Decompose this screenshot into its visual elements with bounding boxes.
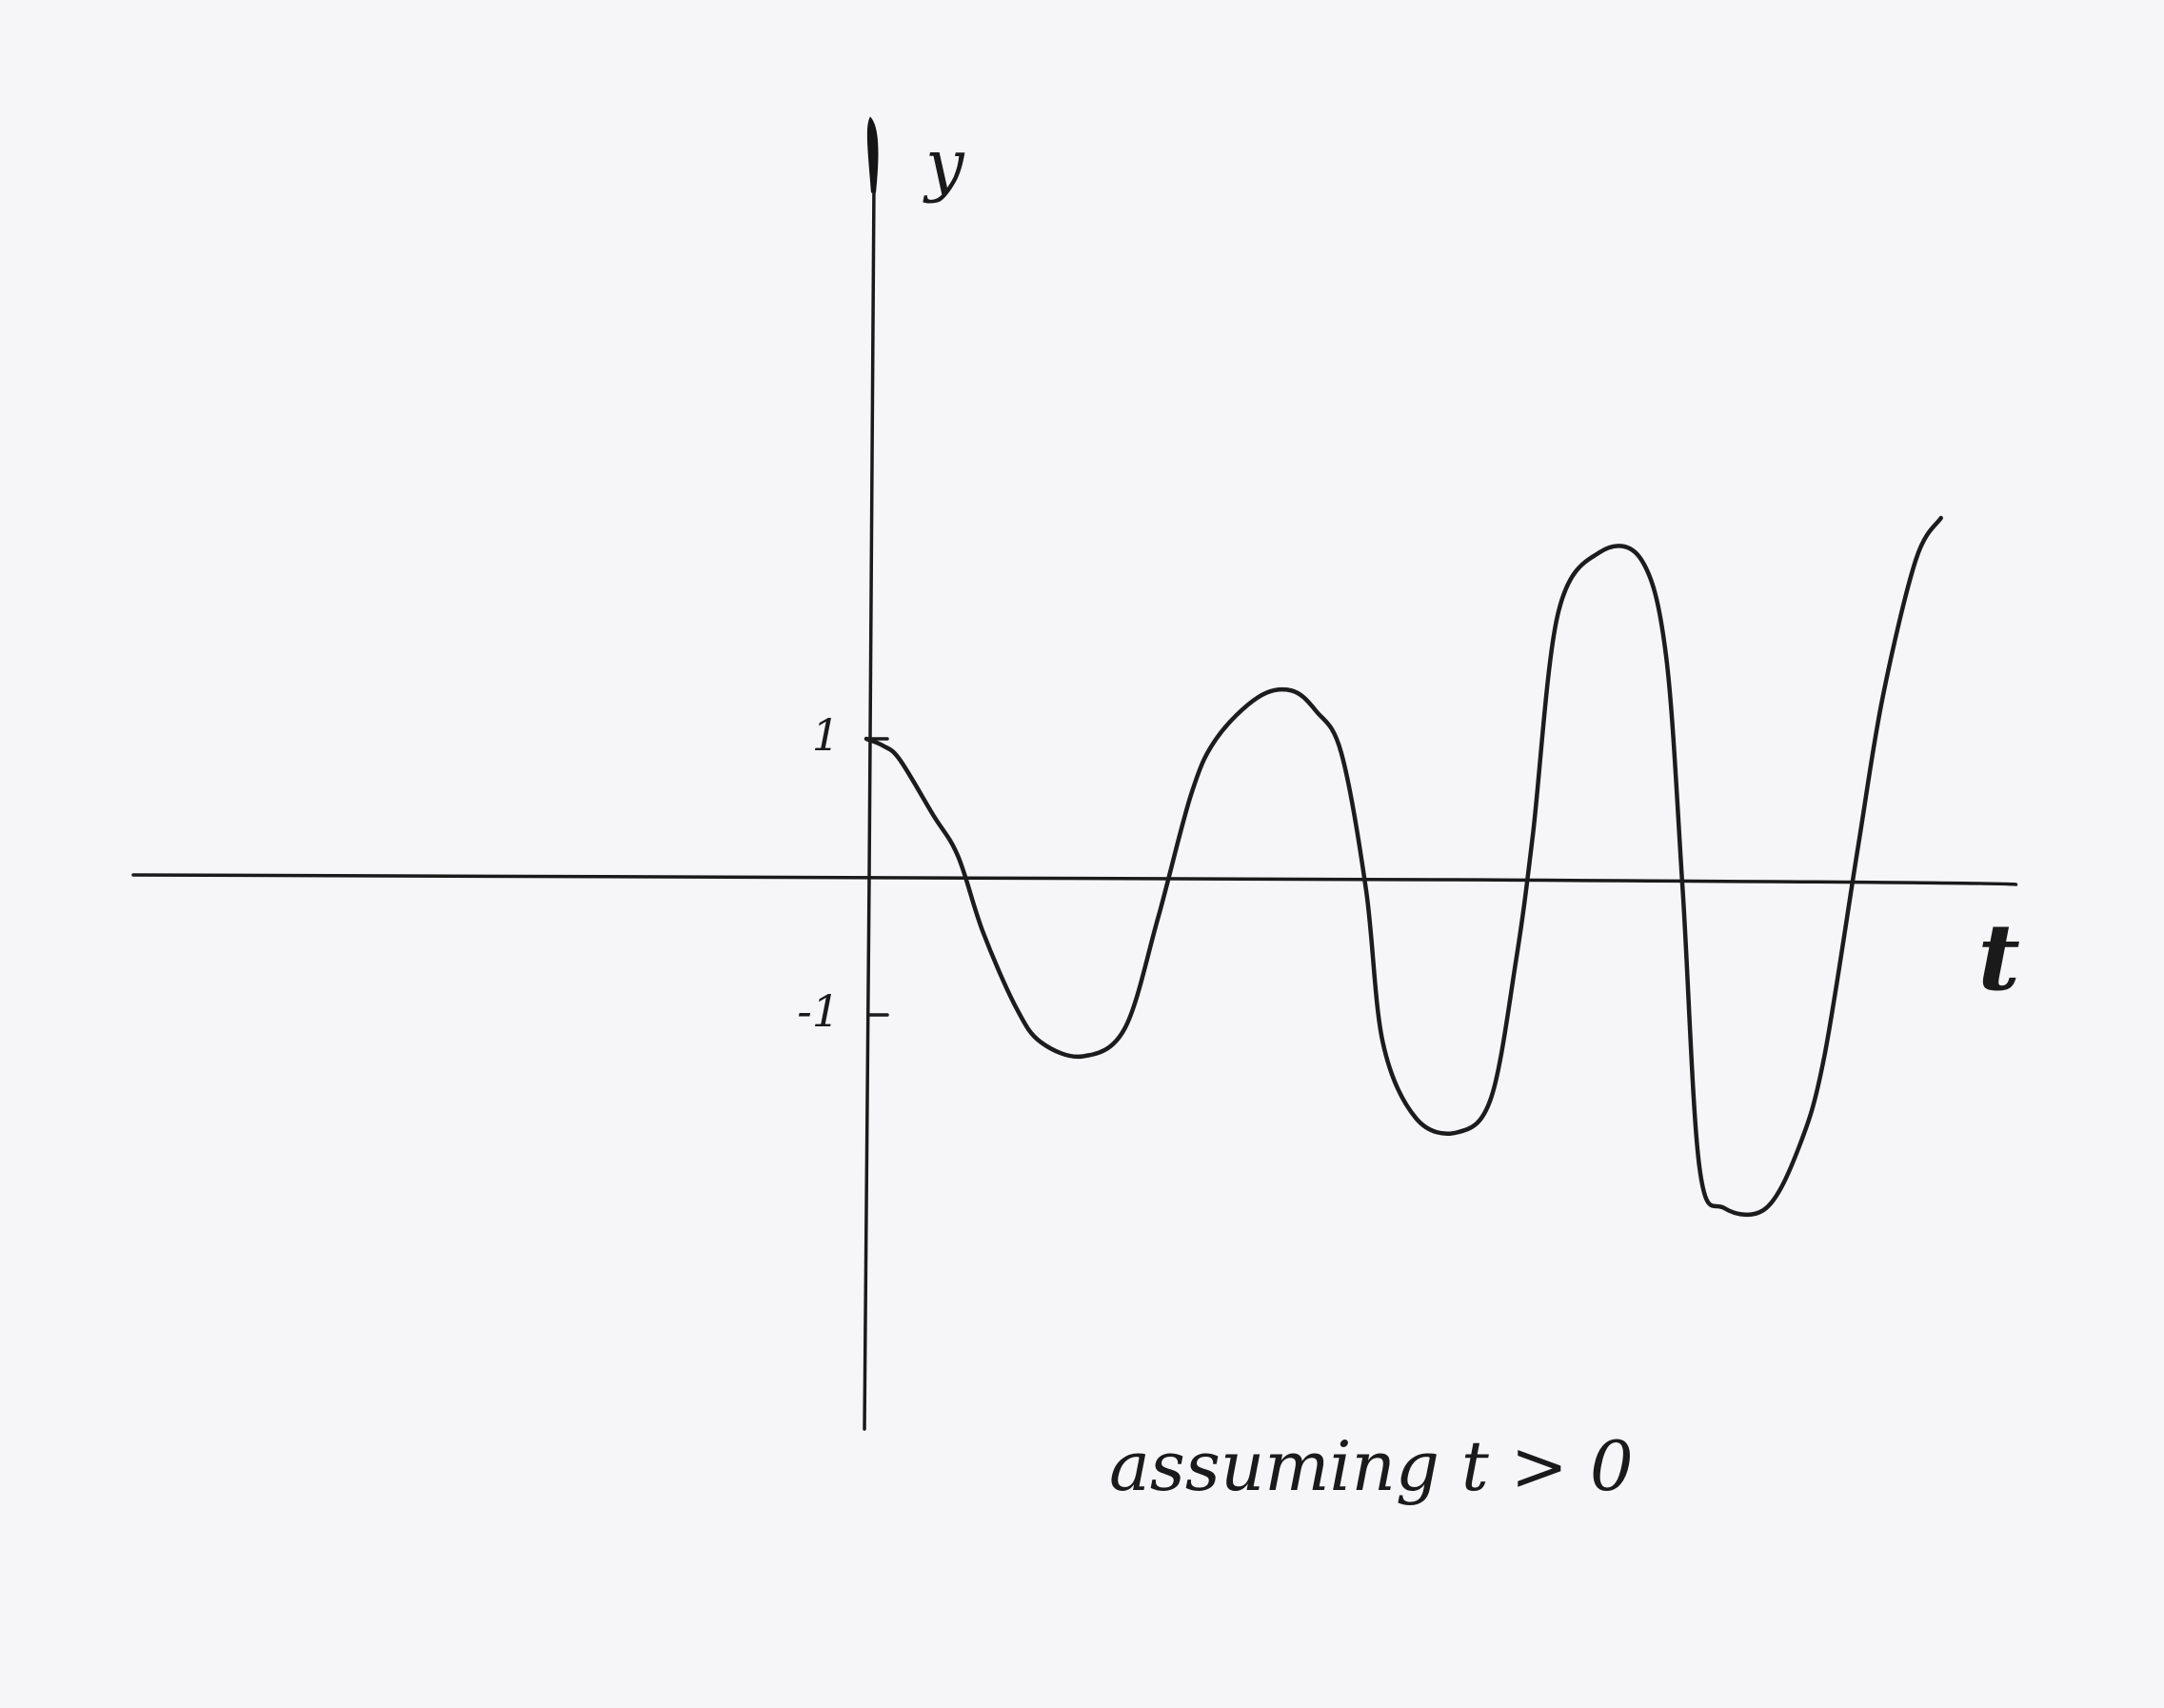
- x-axis-label: t: [1978, 904, 2020, 1011]
- annotation-text: assuming t > 0: [1109, 1426, 1634, 1506]
- y-tick-label: -1: [797, 985, 840, 1037]
- axes: [131, 116, 2018, 1431]
- y-tick-label: 1: [812, 709, 840, 761]
- y-ticks: 1 -1: [797, 709, 889, 1037]
- y-axis-line: [863, 181, 876, 1431]
- x-axis-line: [131, 873, 2018, 886]
- y-axis-label: y: [923, 125, 965, 205]
- curve-layer: [864, 515, 1943, 1218]
- y-axis-ink-tip: [866, 116, 879, 193]
- series-line: [864, 515, 1943, 1218]
